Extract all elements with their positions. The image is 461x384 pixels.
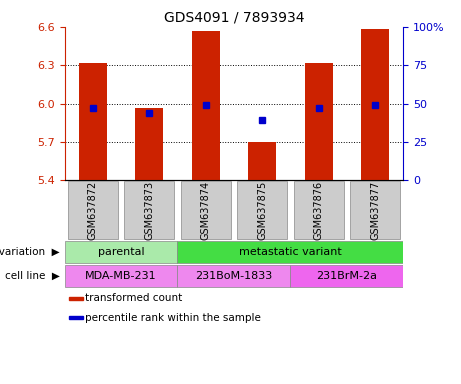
Text: metastatic variant: metastatic variant (239, 247, 342, 257)
Text: GSM637874: GSM637874 (201, 181, 211, 240)
Bar (305, 63, 333, 180)
FancyBboxPatch shape (294, 181, 343, 239)
Text: GSM637877: GSM637877 (370, 180, 380, 240)
Bar (69, 297, 83, 300)
Bar (79, 63, 107, 180)
Text: GSM637873: GSM637873 (144, 181, 154, 240)
Title: GDS4091 / 7893934: GDS4091 / 7893934 (164, 10, 304, 24)
Bar (192, 31, 220, 180)
Text: 231BoM-1833: 231BoM-1833 (195, 271, 272, 281)
Text: parental: parental (98, 247, 144, 257)
Text: 231BrM-2a: 231BrM-2a (316, 271, 378, 281)
Bar (135, 108, 163, 180)
FancyBboxPatch shape (181, 181, 230, 239)
FancyBboxPatch shape (65, 241, 177, 263)
FancyBboxPatch shape (237, 181, 287, 239)
FancyBboxPatch shape (177, 265, 290, 287)
FancyBboxPatch shape (65, 265, 177, 287)
FancyBboxPatch shape (350, 181, 400, 239)
Text: percentile rank within the sample: percentile rank within the sample (85, 313, 261, 323)
Bar (69, 316, 83, 319)
Text: GSM637876: GSM637876 (313, 181, 324, 240)
Text: GSM637875: GSM637875 (257, 180, 267, 240)
Text: transformed count: transformed count (85, 293, 183, 303)
Text: genotype/variation  ▶: genotype/variation ▶ (0, 247, 60, 257)
FancyBboxPatch shape (68, 181, 118, 239)
FancyBboxPatch shape (290, 265, 403, 287)
Bar (361, 30, 389, 180)
FancyBboxPatch shape (124, 181, 174, 239)
Text: GSM637872: GSM637872 (88, 180, 98, 240)
Text: cell line  ▶: cell line ▶ (5, 271, 60, 281)
FancyBboxPatch shape (177, 241, 403, 263)
Text: MDA-MB-231: MDA-MB-231 (85, 271, 157, 281)
Bar (248, 142, 276, 180)
